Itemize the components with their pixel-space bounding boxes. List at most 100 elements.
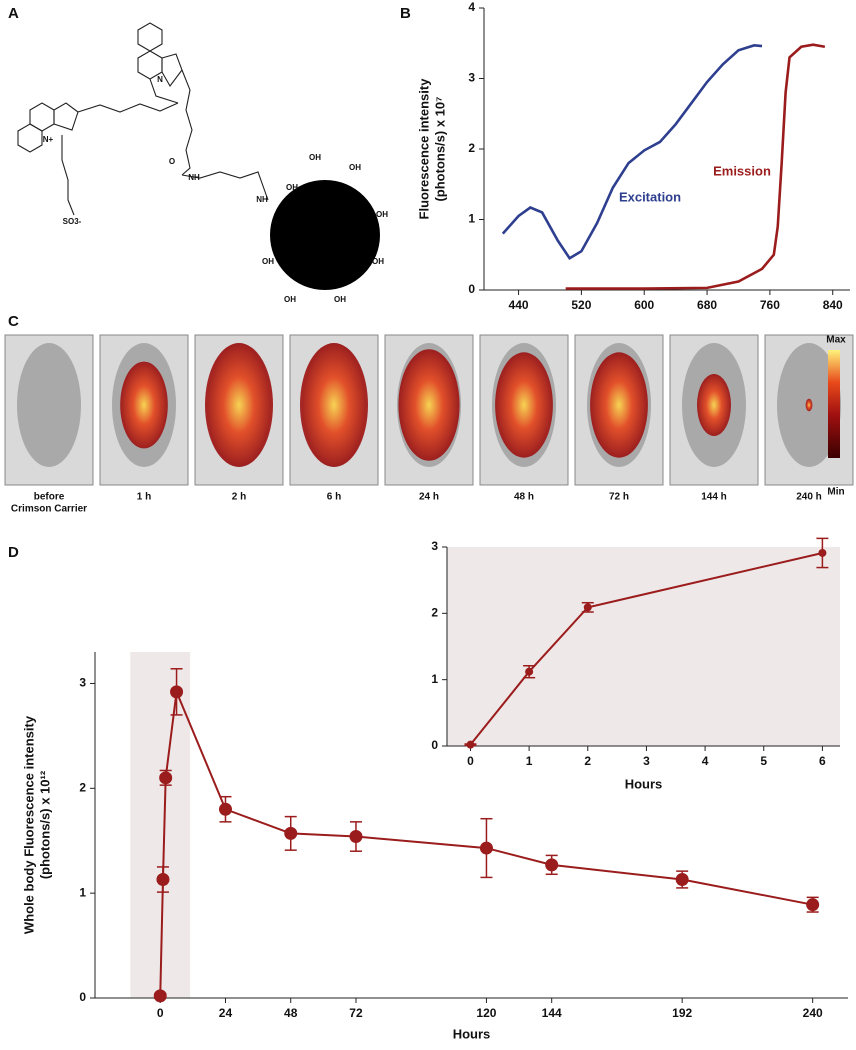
y-tick-label: 1 (79, 885, 86, 899)
data-point (153, 989, 167, 1003)
y-tick-label: 2 (79, 780, 86, 794)
y-tick-label: 0 (468, 282, 475, 296)
colorbar-max: Max (826, 335, 846, 346)
y-tick-label: 3 (431, 539, 438, 553)
x-tick-label: 5 (760, 754, 767, 768)
x-tick-label: 1 (526, 754, 533, 768)
y-tick-label: 1 (468, 212, 475, 226)
fluorescence-signal (805, 398, 813, 412)
data-point (525, 667, 534, 676)
x-tick-label: 600 (634, 298, 654, 312)
panel-label: A (8, 5, 19, 22)
image-label: 72 h (609, 492, 629, 503)
x-tick-label: 520 (571, 298, 591, 312)
data-point (170, 685, 184, 699)
image-label: 48 h (514, 492, 534, 503)
x-tick-label: 192 (672, 1006, 692, 1020)
data-line (501, 44, 763, 261)
data-point (818, 548, 827, 557)
image-label: Crimson Carrier (11, 504, 87, 515)
mouse-body (17, 343, 81, 467)
image-label: 240 h (796, 492, 822, 503)
y-tick-label: 0 (431, 738, 438, 752)
x-tick-label: 760 (760, 298, 780, 312)
shaded-region (130, 652, 191, 998)
y-axis-label: Fluorescence intensity (416, 78, 431, 220)
fluorescence-signal (590, 352, 648, 458)
data-line (469, 551, 823, 746)
fluorescence-signal (495, 352, 553, 458)
y-tick-label: 2 (468, 141, 475, 155)
data-line (565, 43, 826, 290)
x-tick-label: 0 (157, 1006, 164, 1020)
x-axis-label: Hours (453, 1026, 491, 1041)
data-point (466, 740, 475, 749)
x-tick-label: 48 (284, 1006, 298, 1020)
x-tick-label: 6 (819, 754, 826, 768)
atom-label: SO3- (63, 217, 82, 226)
fluorescence-signal (697, 374, 731, 436)
image-label: 1 h (137, 492, 151, 503)
data-point (156, 873, 170, 887)
atom-label: OH (372, 257, 384, 266)
data-point (284, 826, 298, 840)
y-tick-label: 1 (431, 672, 438, 686)
atom-label: OH (349, 163, 361, 172)
x-tick-label: 24 (219, 1006, 233, 1020)
series-label: Emission (713, 163, 771, 178)
image-label: 2 h (232, 492, 246, 503)
fluorescence-signal (300, 343, 368, 467)
atom-label: NH (256, 195, 268, 204)
shaded-region (447, 547, 840, 746)
x-tick-label: 0 (467, 754, 474, 768)
x-tick-label: 2 (584, 754, 591, 768)
atom-label: OH (309, 153, 321, 162)
atom-label: OH (286, 183, 298, 192)
image-label: before (34, 492, 65, 503)
y-tick-label: 0 (79, 990, 86, 1004)
atom-label: N (157, 75, 163, 84)
data-point (545, 858, 559, 872)
x-tick-label: 3 (643, 754, 650, 768)
data-point (583, 603, 592, 612)
x-tick-label: 680 (697, 298, 717, 312)
data-point (479, 841, 493, 855)
y-axis-label: Whole body Fluorescence intensity (21, 715, 36, 934)
atom-label: OH (334, 295, 346, 304)
fluorescence-signal (205, 343, 273, 467)
x-tick-label: 840 (823, 298, 843, 312)
y-tick-label: 3 (468, 71, 475, 85)
chemical-structure (17, 22, 380, 290)
y-axis-label: (photons/s) x 10¹² (37, 770, 52, 879)
data-point (675, 873, 689, 887)
y-tick-label: 2 (431, 606, 438, 620)
data-point (218, 802, 232, 816)
panel-label: B (400, 5, 411, 22)
y-tick-label: 4 (468, 0, 475, 14)
atom-label: NH (188, 173, 200, 182)
fluorescence-signal (120, 361, 168, 449)
y-axis-label: (photons/s) x 10⁷ (432, 96, 447, 201)
data-point (159, 771, 173, 785)
atom-label: N+ (43, 135, 54, 144)
colorbar-min: Min (827, 487, 844, 498)
atom-label: O (169, 157, 175, 166)
series-label: Excitation (619, 189, 681, 204)
y-tick-label: 3 (79, 676, 86, 690)
data-point (806, 898, 820, 912)
fluorescence-signal (398, 349, 460, 461)
x-tick-label: 440 (509, 298, 529, 312)
x-tick-label: 240 (803, 1006, 823, 1020)
x-axis-label: Hours (625, 776, 663, 791)
atom-label: OH (376, 210, 388, 219)
image-label: 6 h (327, 492, 341, 503)
atom-label: OH (284, 295, 296, 304)
image-label: 144 h (701, 492, 727, 503)
atom-label: OH (262, 257, 274, 266)
x-tick-label: 4 (702, 754, 709, 768)
colorbar (828, 350, 840, 458)
panel-label: D (8, 544, 19, 561)
x-tick-label: 72 (349, 1006, 363, 1020)
x-tick-label: 144 (542, 1006, 562, 1020)
